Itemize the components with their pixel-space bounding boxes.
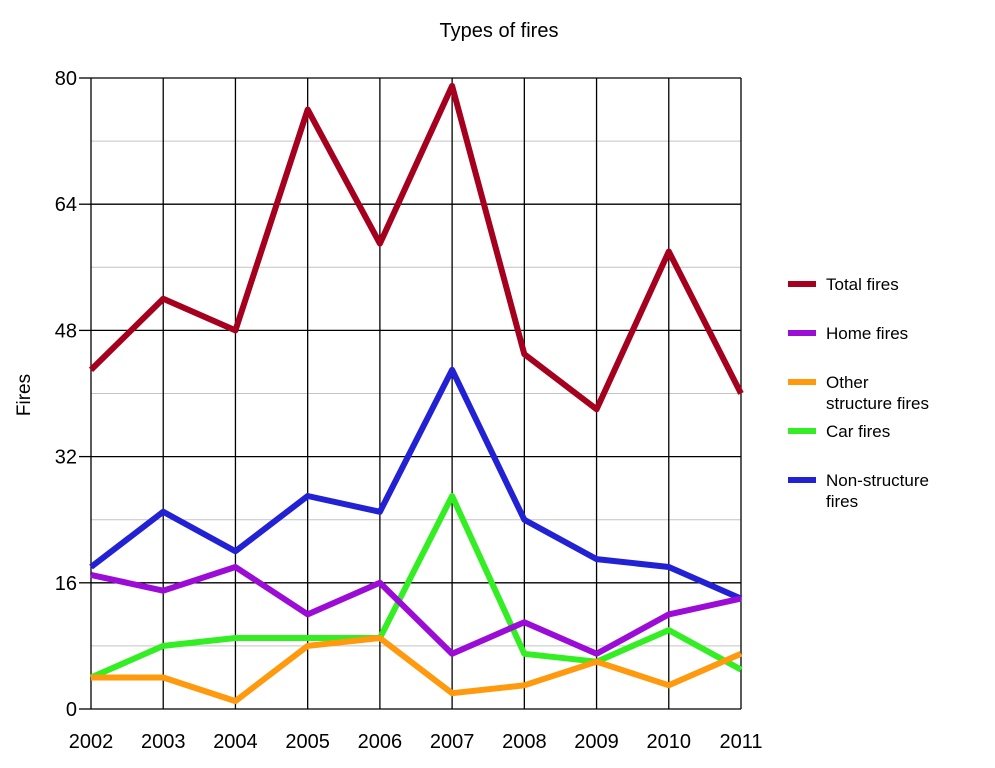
x-tick-label: 2008 bbox=[502, 731, 547, 753]
series-line-car-fires bbox=[89, 493, 743, 681]
series-line-home-fires bbox=[90, 564, 742, 657]
x-tick-label: 2006 bbox=[358, 731, 403, 753]
x-tick-label: 2005 bbox=[285, 731, 330, 753]
x-axis-ticks: 2002 2003 2004 2005 2006 2007 2008 2009 2010 2011 bbox=[69, 731, 763, 753]
legend-label-total-fires: Total fires bbox=[826, 275, 899, 294]
y-axis-ticks: 0 16 32 48 64 80 bbox=[55, 68, 91, 721]
x-tick-label: 2007 bbox=[430, 731, 475, 753]
major-gridlines bbox=[90, 77, 742, 710]
series-line-total-fires bbox=[88, 82, 744, 413]
y-tick-label: 80 bbox=[55, 68, 77, 90]
y-axis-label: Fires bbox=[14, 374, 35, 416]
y-tick-label: 0 bbox=[66, 699, 77, 721]
legend-label-other-structure-fires: Other bbox=[826, 373, 869, 392]
legend: Total fires Home fires Other structure fire… bbox=[788, 275, 929, 511]
x-tick-label: 2003 bbox=[141, 731, 186, 753]
legend-label-non-structure-fires: fires bbox=[826, 492, 858, 511]
y-tick-label: 16 bbox=[55, 573, 77, 595]
legend-label-car-fires: Car fires bbox=[826, 422, 890, 441]
y-tick-label: 48 bbox=[55, 320, 77, 342]
x-tick-label: 2011 bbox=[719, 731, 762, 753]
y-tick-label: 32 bbox=[55, 447, 77, 469]
series-line-other-structure-fires bbox=[91, 635, 743, 705]
x-tick-label: 2004 bbox=[213, 731, 258, 753]
legend-label-non-structure-fires: Non-structure bbox=[826, 471, 929, 490]
x-tick-label: 2009 bbox=[574, 731, 619, 753]
legend-label-other-structure-fires: structure fires bbox=[826, 394, 929, 413]
series-lines bbox=[88, 82, 744, 705]
legend-label-home-fires: Home fires bbox=[826, 324, 908, 343]
chart-title: Types of fires bbox=[440, 20, 559, 42]
x-tick-label: 2002 bbox=[69, 731, 114, 753]
series-line-non-structure-fires bbox=[89, 366, 743, 602]
x-tick-label: 2010 bbox=[647, 731, 692, 753]
y-tick-label: 64 bbox=[55, 194, 77, 216]
